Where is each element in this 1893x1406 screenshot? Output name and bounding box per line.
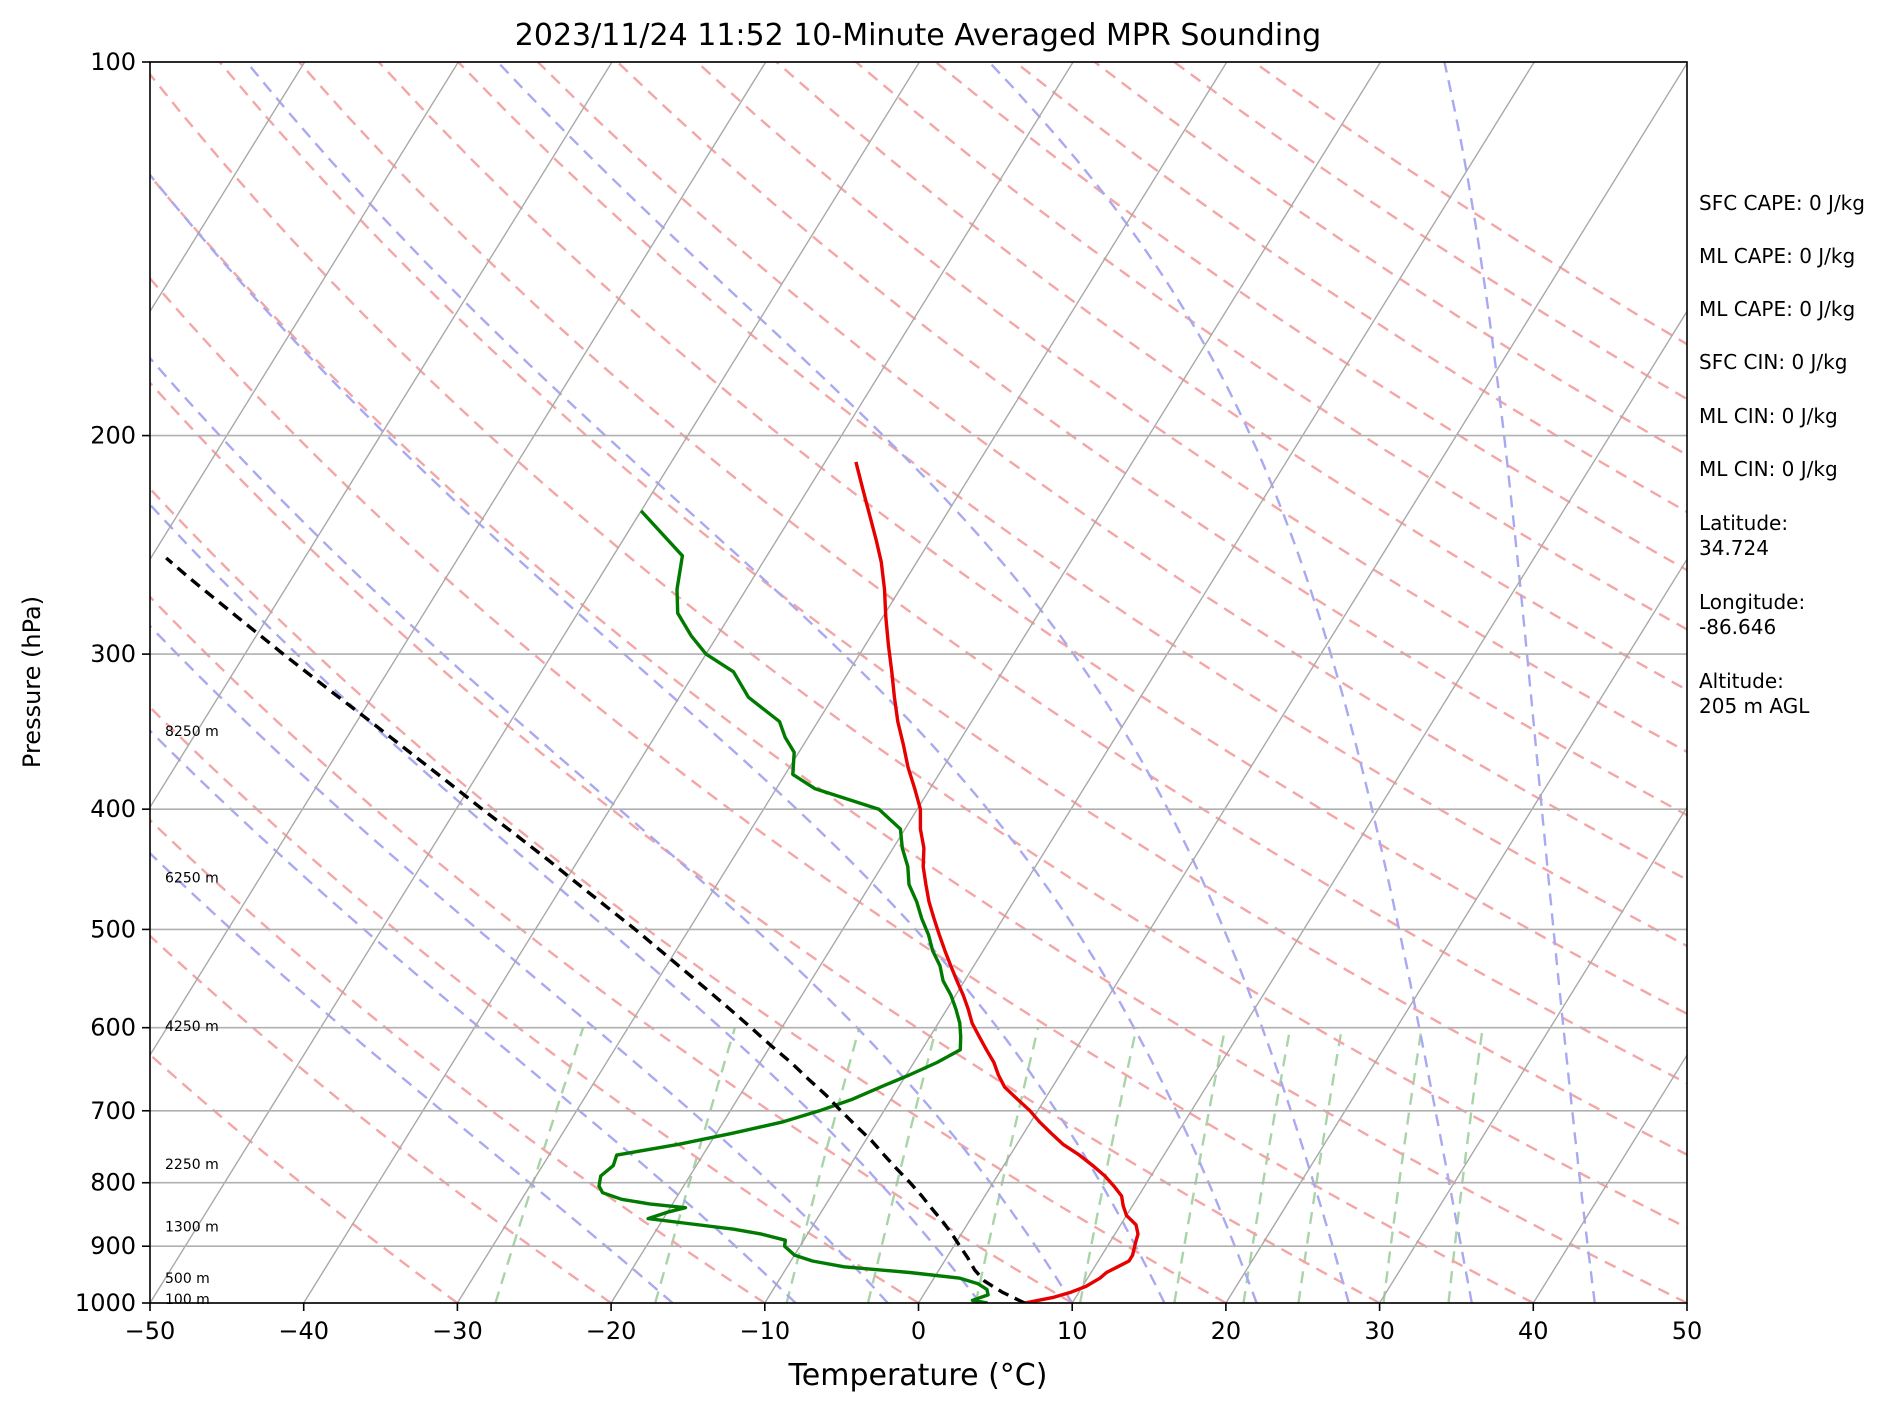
dry-adiabat-10 — [150, 595, 1073, 1303]
dry-adiabat-40 — [150, 276, 1534, 1303]
annotation-8: Longitude: — [1699, 590, 1805, 614]
temperature-line — [854, 461, 1140, 1303]
x-tick-label-4: −10 — [739, 1317, 790, 1345]
background-lines — [150, 62, 1687, 1303]
dry-adiabat-20 — [150, 487, 1227, 1303]
x-tick-label-7: 20 — [1211, 1317, 1242, 1345]
x-tick-label-5: 0 — [911, 1317, 926, 1345]
annotation-5: ML CIN: 0 J/kg — [1699, 457, 1838, 481]
y-axis-label: Pressure (hPa) — [18, 596, 46, 768]
y-tick-label-3: 400 — [90, 795, 136, 823]
isotherm--30 — [456, 62, 1228, 1303]
y-tick-label-7: 800 — [90, 1169, 136, 1197]
moist-adiabat-6 — [245, 62, 1258, 1303]
annotation-2: ML CAPE: 0 J/kg — [1699, 297, 1855, 321]
x-tick-label-10: 50 — [1672, 1317, 1703, 1345]
moist-adiabat-2 — [150, 624, 889, 1303]
profile-lines — [165, 461, 1140, 1303]
y-tick-label-9: 1000 — [75, 1289, 136, 1317]
height-label-4: 1300 m — [165, 1220, 219, 1236]
isotherm--50 — [150, 62, 921, 1303]
x-tick-label-6: 10 — [1057, 1317, 1088, 1345]
height-label-1: 6250 m — [165, 870, 219, 886]
isotherm--90 — [150, 62, 306, 313]
y-axis-ticks: 100 200 300 400 500 600 700 800 900 1000 — [75, 48, 150, 1317]
isotherm-30 — [1379, 805, 1687, 1303]
y-tick-label-6: 700 — [90, 1097, 136, 1125]
annotation-10: Altitude: — [1699, 669, 1784, 693]
annotation-11: 205 m AGL — [1699, 694, 1810, 718]
dry-adiabat-100 — [457, 62, 1687, 948]
x-tick-label-9: 40 — [1518, 1317, 1549, 1345]
isotherm--40 — [303, 62, 1074, 1303]
moist-adiabat-3 — [150, 502, 981, 1303]
annotation-0: SFC CAPE: 0 J/kg — [1699, 191, 1865, 215]
dry-adiabat-120 — [616, 62, 1687, 817]
height-label-0: 8250 m — [165, 724, 219, 740]
annotation-1: ML CAPE: 0 J/kg — [1699, 244, 1855, 268]
dry-adiabat-30 — [150, 380, 1381, 1303]
dry-adiabat-0 — [150, 705, 920, 1303]
dry-adiabat-110 — [536, 62, 1687, 882]
annotation-4: ML CIN: 0 J/kg — [1699, 404, 1838, 428]
y-tick-label-1: 200 — [90, 422, 136, 450]
x-axis-label: Temperature (°C) — [788, 1358, 1048, 1393]
height-label-6: 100 m — [165, 1292, 210, 1308]
dry-adiabat-90 — [377, 62, 1687, 1016]
dry-adiabat--20 — [150, 934, 612, 1303]
dry-adiabat-140 — [775, 62, 1687, 692]
dry-adiabat--30 — [150, 1053, 459, 1303]
dry-adiabat-150 — [855, 62, 1687, 631]
moist-adiabat-1 — [150, 729, 797, 1303]
moist-adiabat-8 — [988, 62, 1473, 1303]
moist-adiabat-5 — [150, 173, 1166, 1303]
sounding-parameters: SFC CAPE: 0 J/kg ML CAPE: 0 J/kg ML CAPE: … — [1699, 191, 1865, 718]
isotherm--70 — [150, 62, 613, 809]
x-axis-ticks: −50 −40 −30 −20 −10 0 10 20 30 40 50 — [125, 1303, 1703, 1345]
height-label-5: 500 m — [165, 1271, 210, 1287]
annotation-9: -86.646 — [1699, 615, 1776, 639]
height-label-2: 4250 m — [165, 1019, 219, 1035]
y-tick-label-0: 100 — [90, 48, 136, 76]
y-tick-label-8: 900 — [90, 1232, 136, 1260]
isotherm--20 — [610, 62, 1382, 1303]
x-tick-label-3: −20 — [586, 1317, 637, 1345]
annotation-7: 34.724 — [1699, 536, 1769, 560]
annotation-6: Latitude: — [1699, 511, 1788, 535]
dewpoint-line — [597, 509, 990, 1303]
y-tick-label-4: 500 — [90, 915, 136, 943]
y-tick-label-5: 600 — [90, 1014, 136, 1042]
isotherm--60 — [150, 62, 767, 1057]
annotation-3: SFC CIN: 0 J/kg — [1699, 350, 1847, 374]
isotherm--10 — [764, 62, 1535, 1303]
height-labels: 8250 m 6250 m 4250 m 2250 m 1300 m 500 m 100 m — [165, 724, 219, 1308]
dry-adiabat-80 — [298, 62, 1687, 1085]
isotherm-40 — [1532, 1053, 1687, 1303]
chart-title: 2023/11/24 11:52 10-Minute Averaged MPR … — [515, 18, 1321, 53]
y-tick-label-2: 300 — [90, 640, 136, 668]
isotherm-10 — [1071, 310, 1687, 1303]
isotherm-0 — [917, 62, 1687, 1303]
isotherm-20 — [1225, 557, 1687, 1303]
x-tick-label-2: −30 — [432, 1317, 483, 1345]
moist-adiabat-0 — [150, 851, 674, 1303]
height-label-3: 2250 m — [165, 1157, 219, 1173]
dry-adiabat-70 — [218, 62, 1687, 1156]
moist-adiabat-9 — [1443, 62, 1596, 1303]
parcel-path-line — [165, 556, 1026, 1303]
x-tick-label-8: 30 — [1364, 1317, 1395, 1345]
x-tick-label-0: −50 — [125, 1317, 176, 1345]
x-tick-label-1: −40 — [278, 1317, 329, 1345]
moist-adiabat-4 — [150, 356, 1074, 1303]
isotherm--80 — [150, 62, 459, 561]
dry-adiabat-50 — [150, 173, 1687, 1303]
moist-adiabat-7 — [496, 62, 1351, 1303]
dry-adiabat--10 — [150, 818, 766, 1303]
dry-adiabat-60 — [150, 72, 1687, 1230]
